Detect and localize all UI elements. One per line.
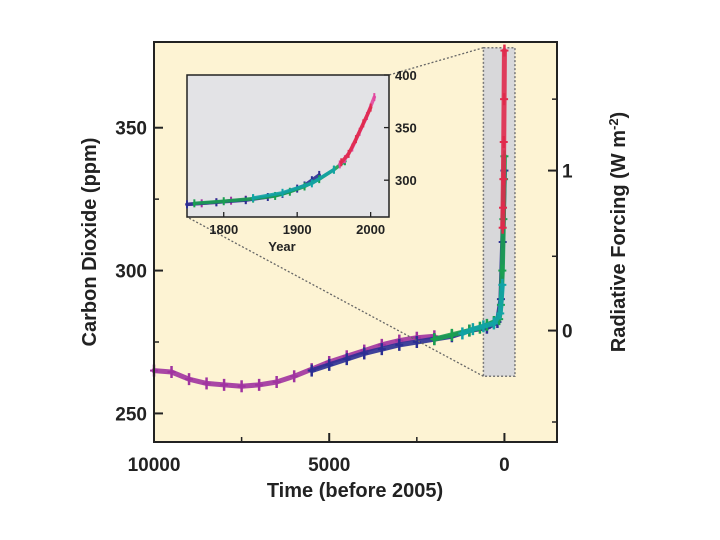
inset-x-axis-title: Year xyxy=(268,239,295,254)
inset-y-tick-label: 400 xyxy=(395,68,417,83)
x-tick-label: 0 xyxy=(499,455,510,476)
inset-y-tick-label: 350 xyxy=(395,121,417,136)
inset-tick-layer: 1800 1900 2000 300 350 400 xyxy=(209,68,416,237)
inset-x-tick-label: 2000 xyxy=(356,222,385,237)
y-axis-title: Carbon Dioxide (ppm) xyxy=(79,138,101,347)
y2-axis-title: Radiative Forcing (W m-2) xyxy=(606,112,631,352)
plot-frame xyxy=(153,41,558,443)
main-data-layer xyxy=(150,44,509,393)
inset-x-tick-label: 1900 xyxy=(283,222,312,237)
x-axis-title: Time (before 2005) xyxy=(267,480,443,502)
x-tick-label: 10000 xyxy=(128,455,181,476)
inset-data-layer xyxy=(185,93,377,209)
zoom-connector-top xyxy=(388,47,484,76)
inset-series-line xyxy=(251,167,336,200)
inset-series-3 xyxy=(251,165,336,203)
y2-tick-label: 0 xyxy=(562,322,573,343)
y-tick-label: 250 xyxy=(115,404,147,425)
y-tick-label: 350 xyxy=(115,119,147,140)
inset-series-5 xyxy=(339,103,373,167)
inset-x-tick-label: 1800 xyxy=(209,222,238,237)
zoom-connector-bottom xyxy=(186,216,484,377)
x-tick-label: 5000 xyxy=(308,455,350,476)
main-tick-layer: 10000 5000 0 250 300 350 0 1 xyxy=(115,98,573,476)
series-4 xyxy=(498,44,509,234)
series-3 xyxy=(458,278,507,340)
zoom-connectors xyxy=(186,47,484,377)
inset-y-tick-label: 300 xyxy=(395,173,417,188)
y-tick-label: 300 xyxy=(115,262,147,283)
inset-plot-area xyxy=(186,74,390,218)
y2-tick-label: 1 xyxy=(562,162,573,183)
